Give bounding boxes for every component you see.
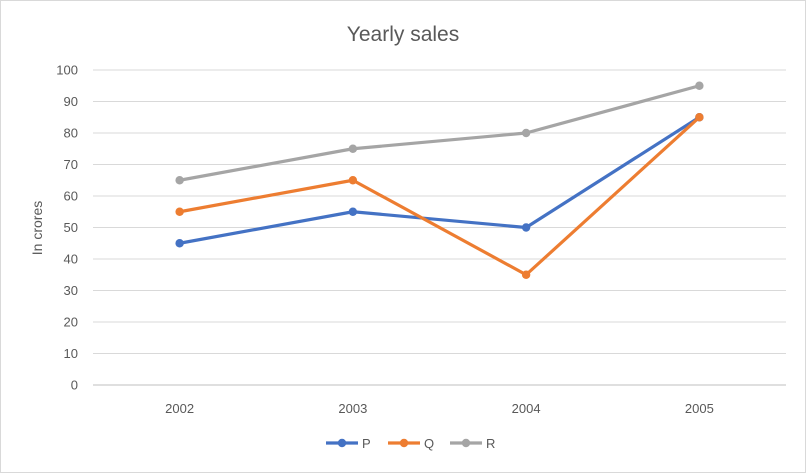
legend-label-p: P (362, 436, 371, 451)
data-point-r (348, 144, 358, 153)
y-tick-label: 30 (64, 283, 78, 298)
data-point-q (695, 113, 704, 122)
data-point-q (175, 207, 184, 216)
legend-label-q: Q (424, 436, 434, 451)
chart-title: Yearly sales (347, 23, 459, 46)
y-tick-label: 70 (64, 157, 78, 172)
x-tick-label: 2004 (512, 401, 541, 416)
data-point-r (175, 176, 184, 185)
legend-marker-r (461, 438, 471, 448)
series-line-p (178, 115, 701, 245)
y-tick-label: 10 (64, 346, 78, 361)
y-tick-label: 60 (64, 189, 78, 204)
y-tick-label: 80 (64, 126, 78, 141)
data-point-r (695, 81, 704, 90)
y-tick-label: 40 (64, 252, 78, 267)
data-point-p (348, 207, 358, 216)
y-tick-label: 50 (64, 220, 78, 235)
legend[interactable]: P Q R (326, 436, 495, 451)
x-tick-label: 2005 (685, 401, 714, 416)
y-tick-label: 0 (71, 378, 78, 393)
x-tick-label: 2003 (338, 401, 367, 416)
series-line-r (178, 84, 701, 182)
y-tick-label: 100 (56, 63, 78, 78)
x-axis-ticks: 2002 2003 2004 2005 (165, 401, 714, 416)
legend-marker-p (337, 438, 347, 448)
y-tick-label: 20 (64, 315, 78, 330)
y-tick-label: 90 (64, 94, 78, 109)
x-tick-label: 2002 (165, 401, 194, 416)
series-line-q (178, 115, 701, 277)
legend-item-p[interactable]: P (326, 436, 371, 451)
data-point-r (521, 128, 531, 138)
data-point-p (175, 239, 184, 248)
data-point-p (521, 223, 531, 232)
legend-marker-q (399, 438, 409, 448)
y-axis-title: In crores (29, 201, 45, 255)
legend-label-r: R (486, 436, 495, 451)
series-lines (175, 81, 704, 279)
y-axis-ticks: 0 10 20 30 40 50 60 70 80 90 100 (56, 63, 78, 393)
legend-item-r[interactable]: R (450, 436, 495, 451)
data-point-q (348, 176, 358, 185)
data-point-q (521, 270, 531, 279)
legend-item-q[interactable]: Q (388, 436, 434, 451)
